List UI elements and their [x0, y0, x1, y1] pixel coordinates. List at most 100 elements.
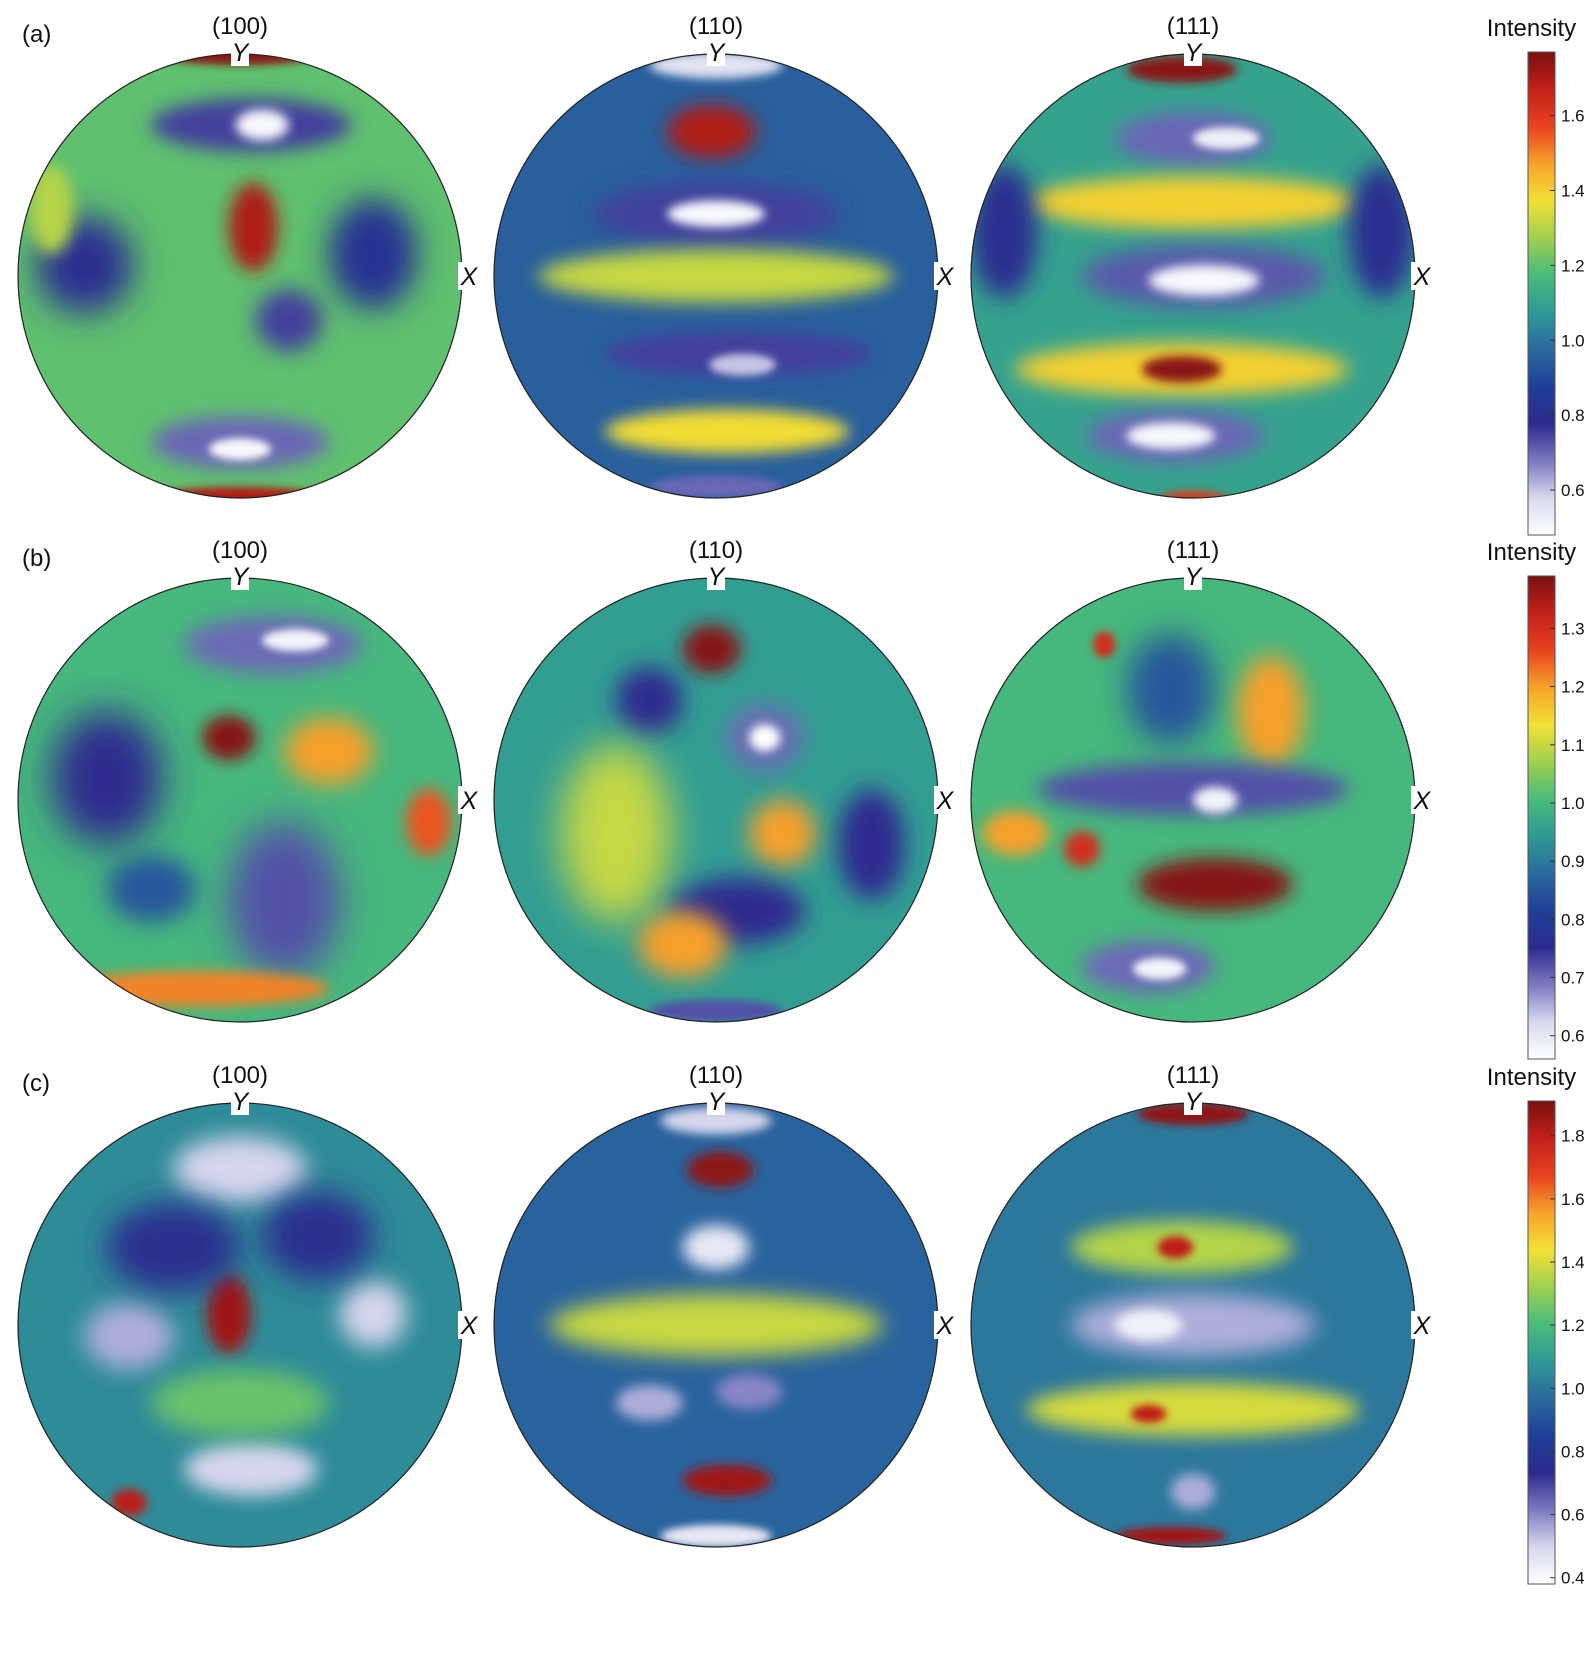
colorbar-title: Intensity [1487, 1064, 1576, 1091]
colorbar-tick-label: 1.8 [1561, 1127, 1585, 1146]
pole-background [18, 54, 462, 498]
pole-figure-title: (111) [1167, 537, 1219, 564]
colorbar-tick-label: 1.2 [1561, 256, 1585, 275]
colorbar-tick-label: 0.4 [1561, 1569, 1585, 1588]
intensity-region [660, 1107, 772, 1135]
intensity-region [262, 1191, 374, 1281]
intensity-region [202, 715, 256, 760]
intensity-region [1115, 1309, 1182, 1341]
colorbar-tick-label: 0.6 [1561, 1027, 1585, 1046]
intensity-region [1170, 1473, 1216, 1510]
intensity-region [1133, 957, 1187, 980]
intensity-region [255, 289, 323, 352]
intensity-region [1126, 633, 1216, 745]
intensity-region [749, 800, 816, 867]
intensity-region [1070, 1293, 1316, 1357]
pole-figure-title: (111) [1167, 13, 1219, 40]
pole-figure-title: (110) [689, 537, 743, 564]
intensity-region [1093, 631, 1116, 658]
intensity-region [106, 855, 196, 923]
intensity-region [1115, 1527, 1227, 1545]
intensity-region [84, 1302, 174, 1370]
intensity-region [1115, 111, 1271, 165]
intensity-region [1148, 264, 1260, 296]
pole-figure-map [971, 54, 1415, 498]
intensity-region [560, 744, 672, 923]
colorbar-tick-label: 0.7 [1561, 969, 1585, 988]
pole-figure-map [494, 1103, 938, 1547]
colorbar [1527, 51, 1556, 536]
intensity-region [1193, 127, 1260, 150]
intensity-region [616, 666, 683, 734]
intensity-region [173, 1136, 307, 1203]
intensity-region [111, 1489, 147, 1516]
intensity-region [339, 1280, 407, 1348]
intensity-region [838, 788, 905, 900]
colorbar-tick-label: 1.0 [1561, 331, 1585, 350]
colorbar-tick-label: 0.9 [1561, 852, 1585, 871]
colorbar-tick-label: 0.6 [1561, 1506, 1585, 1525]
colorbar-title: Intensity [1487, 539, 1576, 566]
intensity-region [649, 999, 783, 1022]
intensity-region [262, 629, 329, 652]
colorbar-tick-label: 1.0 [1561, 794, 1585, 813]
intensity-region [1026, 176, 1360, 230]
intensity-region [660, 1524, 772, 1547]
colorbar-tick-label: 1.6 [1561, 107, 1585, 126]
intensity-region [328, 198, 418, 310]
intensity-region [538, 249, 894, 303]
intensity-region [1348, 165, 1415, 299]
panel-label: (a) [22, 21, 51, 48]
colorbar-tick-label: 1.1 [1561, 736, 1585, 755]
colorbar [1527, 1100, 1556, 1585]
intensity-region [1064, 831, 1100, 867]
y-axis-label: Y [1185, 39, 1204, 67]
x-axis-label: X [936, 787, 955, 815]
colorbar-tick-label: 1.2 [1561, 1316, 1585, 1335]
intensity-region [682, 1225, 750, 1270]
intensity-region [982, 811, 1049, 856]
y-axis-label: Y [1185, 1088, 1204, 1116]
colorbar-tick-label: 1.4 [1561, 1253, 1585, 1272]
pole-figure-title: (100) [212, 13, 268, 40]
intensity-region [228, 822, 340, 978]
pole-figure-map [971, 1103, 1415, 1547]
colorbar-tick-label: 1.0 [1561, 1379, 1585, 1398]
intensity-region [106, 1202, 241, 1292]
pole-figure-title: (110) [689, 13, 743, 40]
intensity-region [1237, 655, 1304, 767]
intensity-region [1193, 786, 1238, 814]
colorbar-tick-label: 1.4 [1561, 182, 1585, 201]
colorbar-tick-label: 0.8 [1561, 406, 1585, 425]
pole-figure-map [18, 1103, 462, 1547]
panel-label: (b) [22, 545, 51, 572]
colorbar-tick-label: 1.6 [1561, 1190, 1585, 1209]
intensity-region [605, 331, 872, 376]
pole-figure-title: (111) [1167, 1062, 1219, 1089]
colorbar [1527, 575, 1556, 1060]
intensity-region [151, 1369, 329, 1436]
intensity-region [1157, 1236, 1193, 1259]
intensity-region [716, 1373, 783, 1410]
pole-figure-map [971, 578, 1415, 1022]
intensity-region [667, 200, 765, 228]
y-axis-label: Y [232, 1088, 251, 1116]
pole-figure-map [18, 54, 462, 498]
intensity-region [406, 788, 451, 856]
colorbar-tick-label: 0.8 [1561, 910, 1585, 929]
colorbar-tick-label: 0.6 [1561, 481, 1585, 500]
x-axis-label: X [460, 263, 479, 291]
pole-figure-map [494, 54, 938, 498]
x-axis-label: X [936, 263, 955, 291]
panel-label: (c) [22, 1070, 50, 1097]
intensity-region [1130, 1404, 1167, 1423]
intensity-region [1026, 1382, 1360, 1436]
pole-figure-title: (100) [212, 1062, 268, 1089]
y-axis-label: Y [708, 39, 727, 67]
intensity-region [184, 1442, 318, 1496]
intensity-region [709, 353, 776, 376]
intensity-region [682, 1464, 772, 1496]
x-axis-label: X [1413, 787, 1432, 815]
intensity-region [228, 182, 278, 272]
